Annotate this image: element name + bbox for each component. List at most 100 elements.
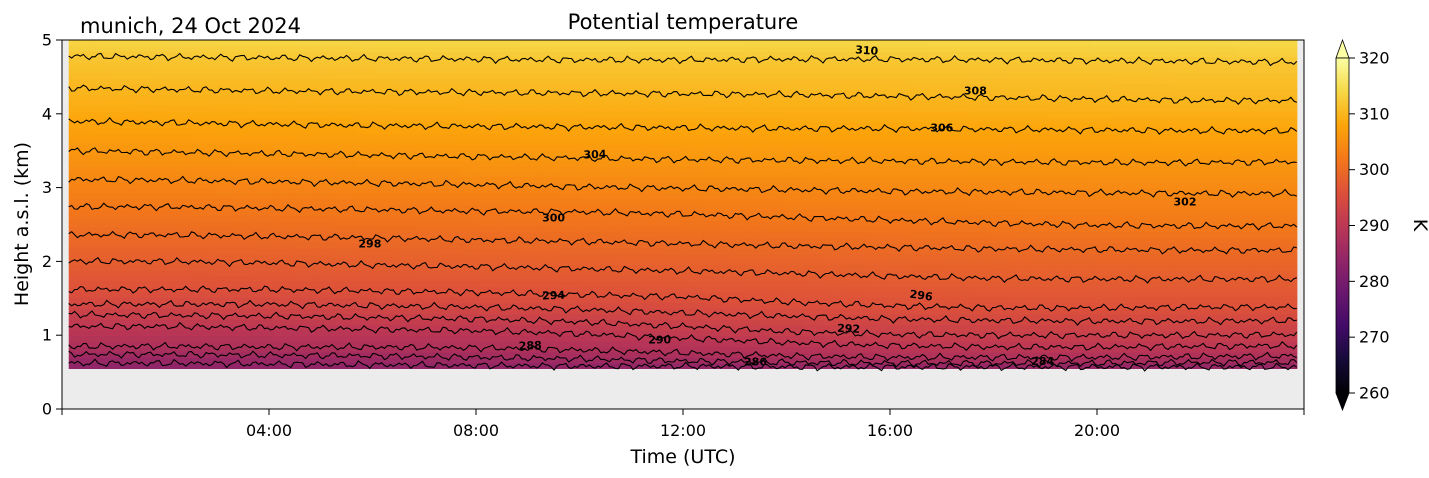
heatmap-cell [1071, 45, 1093, 52]
heatmap-cell [764, 341, 786, 348]
heatmap-cell [1153, 67, 1175, 74]
heatmap-cell [191, 357, 213, 364]
heatmap-cell [723, 215, 745, 222]
heatmap-cell [928, 237, 950, 244]
heatmap-cell [150, 154, 172, 162]
heatmap-cell [396, 171, 418, 178]
heatmap-cell [232, 231, 254, 238]
heatmap-cell [171, 226, 193, 233]
heatmap-cell [1071, 100, 1093, 107]
heatmap-cell [212, 286, 234, 293]
heatmap-cell [744, 100, 766, 107]
heatmap-cell [1133, 61, 1155, 68]
heatmap-cell [191, 127, 213, 134]
heatmap-cell [314, 209, 336, 216]
heatmap-cell [1092, 89, 1114, 96]
heatmap-cell [948, 111, 970, 118]
heatmap-cell [1133, 133, 1155, 140]
heatmap-cell [1194, 286, 1216, 293]
heatmap-cell [89, 176, 111, 183]
heatmap-cell [1153, 209, 1175, 216]
heatmap-cell [273, 357, 295, 364]
heatmap-cell [171, 176, 193, 183]
heatmap-cell [928, 45, 950, 52]
heatmap-cell [1255, 264, 1277, 271]
heatmap-cell [191, 231, 213, 238]
heatmap-cell [1092, 182, 1114, 189]
heatmap-cell [887, 56, 909, 63]
heatmap-cell [314, 116, 336, 123]
heatmap-cell [580, 122, 602, 129]
heatmap-cell [826, 40, 848, 47]
heatmap-cell [478, 50, 500, 58]
heatmap-cell [191, 144, 213, 151]
heatmap-cell [1153, 237, 1175, 244]
heatmap-cell [744, 83, 766, 90]
heatmap-cell [191, 275, 213, 282]
heatmap-cell [600, 231, 622, 238]
heatmap-cell [1051, 94, 1073, 101]
heatmap-cell [498, 319, 520, 326]
heatmap-cell [396, 149, 418, 156]
heatmap-cell [887, 122, 909, 129]
heatmap-cell [89, 247, 111, 255]
heatmap-cell [498, 78, 520, 85]
heatmap-cell [519, 286, 541, 293]
heatmap-cell [785, 247, 807, 255]
heatmap-cell [1051, 264, 1073, 271]
heatmap-cell [948, 193, 970, 200]
heatmap-cell [1255, 215, 1277, 222]
heatmap-cell [1214, 319, 1236, 326]
heatmap-cell [621, 111, 643, 118]
heatmap-cell [89, 264, 111, 271]
heatmap-cell [682, 220, 704, 227]
heatmap-cell [1092, 269, 1114, 276]
heatmap-cell [928, 330, 950, 337]
heatmap-cell [1276, 297, 1298, 304]
heatmap-cell [764, 122, 786, 129]
heatmap-cell [478, 335, 500, 342]
y-tick-label: 0 [42, 400, 52, 419]
heatmap-cell [1276, 357, 1298, 364]
heatmap-cell [68, 319, 90, 326]
heatmap-cell [580, 111, 602, 118]
heatmap-cell [948, 133, 970, 140]
heatmap-cell [109, 215, 131, 222]
heatmap-cell [1173, 324, 1196, 331]
heatmap-cell [703, 100, 725, 107]
heatmap-cell [396, 138, 418, 145]
heatmap-cell [1173, 237, 1196, 244]
heatmap-cell [764, 133, 786, 140]
heatmap-cell [682, 346, 704, 353]
heatmap-cell [989, 45, 1011, 52]
heatmap-cell [641, 275, 663, 282]
heatmap-cell [1133, 297, 1155, 304]
heatmap-cell [1153, 215, 1175, 222]
heatmap-cell [805, 100, 827, 107]
heatmap-cell [457, 247, 479, 255]
heatmap-cell [293, 346, 315, 353]
heatmap-cell [1010, 116, 1032, 123]
heatmap-cell [293, 247, 315, 255]
heatmap-cell [68, 291, 90, 298]
heatmap-cell [846, 351, 868, 359]
heatmap-cell [641, 165, 663, 172]
heatmap-cell [375, 138, 397, 145]
heatmap-cell [1153, 171, 1175, 178]
heatmap-cell [907, 72, 929, 79]
heatmap-cell [621, 302, 643, 309]
heatmap-cell [1276, 165, 1298, 172]
heatmap-cell [334, 209, 356, 216]
heatmap-cell [334, 67, 356, 74]
heatmap-cell [887, 100, 909, 107]
heatmap-cell [89, 165, 111, 172]
heatmap-cell [375, 346, 397, 353]
heatmap-cell [1276, 127, 1298, 134]
heatmap-cell [457, 220, 479, 227]
heatmap-cell [416, 127, 438, 134]
heatmap-cell [416, 111, 438, 118]
heatmap-cell [866, 122, 889, 129]
heatmap-cell [130, 149, 152, 156]
heatmap-cell [600, 67, 622, 74]
heatmap-cell [232, 237, 254, 244]
